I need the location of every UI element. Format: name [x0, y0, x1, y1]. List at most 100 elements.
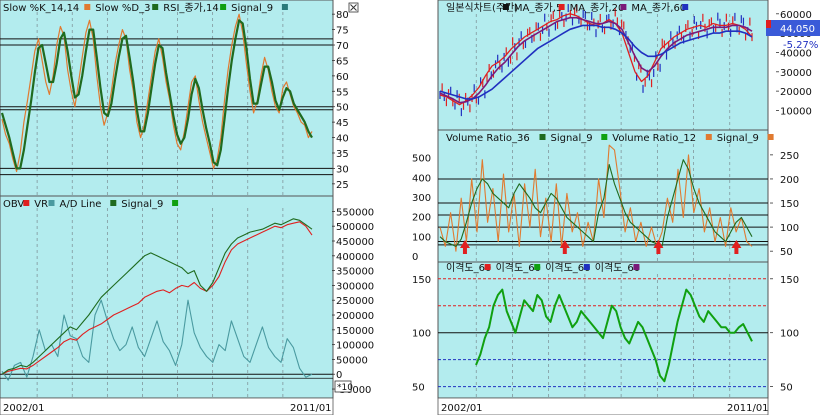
obv-grid	[0, 208, 333, 398]
legend-label: Signal_9	[551, 133, 593, 144]
volume-ratio-grid	[438, 144, 768, 262]
y-tick-label-left: 0	[412, 252, 418, 263]
legend-label: Slow %K_14,14	[3, 3, 79, 14]
legend-swatch	[23, 200, 30, 206]
series-line-1	[439, 16, 753, 104]
volume-ratio-panel[interactable]: Volume Ratio_36 Signal_9 Volume Ratio_12 Si…	[437, 129, 774, 263]
y-tick-label-left: 150	[412, 275, 431, 286]
legend-label: 이격도_60	[496, 261, 541, 274]
legend-label: A/D Line	[60, 199, 102, 210]
legend-label: Signal_9	[231, 3, 273, 14]
y-tick-label: 30000	[780, 68, 812, 79]
legend-swatch	[172, 200, 179, 206]
obv-legend: OBV VR A/D Line Signal_9	[3, 199, 179, 210]
y-tick-label-left: 50	[412, 383, 425, 394]
legend-label: MA_종가,20	[570, 2, 625, 14]
y-tick-label: 0	[336, 370, 342, 381]
last-price-badge: 44,050 -5.27%	[766, 20, 820, 51]
y-tick-label: 40000	[780, 48, 812, 59]
price-legend: 일본식차트(주간)MA_종가,5 MA_종가,20 MA_종가,60	[446, 2, 689, 14]
series-line-1	[1, 218, 313, 375]
y-tick-label: 60	[336, 72, 349, 83]
y-tick-label: 20000	[780, 87, 812, 98]
legend-swatch	[281, 4, 288, 10]
series-line-2	[439, 24, 753, 100]
y-tick-label: 450000	[336, 237, 374, 248]
y-tick-label-right: 150	[780, 199, 799, 210]
right-start-date: 2002/01	[441, 403, 483, 414]
y-tick-label: 40	[336, 134, 349, 145]
stochastic-y-axis: 80 75 70 65 60 55 50 45 40 35 30 25	[332, 10, 349, 191]
disparity-grid	[438, 274, 768, 398]
obv-y-axis: 5500005000004500004000003500003000002500…	[332, 207, 374, 396]
left-time-axis: 2002/01 2011/01	[0, 397, 334, 415]
legend-swatch	[539, 134, 546, 140]
legend-label: MA_종가,5	[514, 2, 562, 14]
obv-panel[interactable]: OBV VR A/D Line Signal_9	[0, 195, 334, 399]
legend-label: Signal_9	[717, 133, 759, 144]
legend-swatch	[682, 4, 689, 10]
y-tick-label-right: 100	[780, 329, 799, 340]
disparity-y-axis: 150 150 100 100 50 50	[412, 275, 799, 394]
legend-label: Volume Ratio_36	[446, 133, 530, 144]
legend-label: VR	[34, 199, 48, 210]
right-end-date: 2011/01	[727, 403, 769, 414]
y-tick-label: 35	[336, 149, 349, 160]
y-tick-label: 65	[336, 56, 349, 67]
series-line-1	[0, 19, 313, 170]
y-tick-label: 350000	[336, 267, 374, 278]
stochastic-grid	[0, 12, 333, 196]
buy-signal-arrow	[459, 240, 470, 254]
unit-box	[334, 380, 352, 393]
y-tick-label-left: 400	[412, 173, 431, 184]
price-panel[interactable]: 일본식차트(주간)MA_종가,5 MA_종가,20 MA_종가,60	[437, 0, 769, 131]
series-line-0	[439, 159, 753, 247]
legend-label: Slow %D_3	[95, 3, 150, 14]
left-start-date: 2002/01	[3, 403, 45, 414]
left-end-date: 2011/01	[290, 403, 332, 414]
y-tick-label: -50000	[336, 385, 371, 396]
legend-label: Signal_9	[121, 199, 163, 210]
disparity-panel[interactable]: 이격도_60 이격도_60 이격도_60 이격도_60	[437, 261, 769, 399]
y-tick-label: 25	[336, 180, 349, 191]
y-tick-label: 50000	[336, 355, 368, 366]
legend-label: 이격도_60	[595, 261, 640, 274]
y-tick-label: 150000	[336, 326, 374, 337]
y-tick-label: 300000	[336, 281, 374, 292]
series-line-0	[1, 221, 313, 375]
y-tick-label-left: 300	[412, 193, 431, 204]
stochastic-legend: Slow %K_14,14 Slow %D_3 RSI_종가,14 Signal_9	[3, 2, 288, 14]
legend-swatch	[705, 134, 712, 140]
stochastic-plot	[0, 13, 313, 173]
buy-signal-arrow	[653, 240, 664, 254]
legend-swatch	[220, 4, 227, 10]
y-tick-label-right: 200	[780, 175, 799, 186]
volume-ratio-plot	[439, 144, 753, 254]
legend-swatch	[110, 200, 117, 206]
y-tick-label: 75	[336, 26, 349, 37]
legend-swatch	[601, 134, 608, 140]
y-tick-label: 100000	[336, 341, 374, 352]
legend-swatch	[152, 4, 159, 10]
stochastic-panel[interactable]: Slow %K_14,14 Slow %D_3 RSI_종가,14 Signal_9	[0, 0, 334, 197]
y-tick-label: 80	[336, 10, 349, 21]
y-tick-label-right: 250	[780, 151, 799, 162]
obv-plot	[1, 218, 313, 381]
price-plot	[439, 4, 753, 117]
close-icon[interactable]	[348, 2, 359, 13]
legend-label: 이격도_60	[545, 261, 590, 274]
legend-swatch	[502, 4, 509, 10]
legend-label: MA_종가,60	[631, 2, 686, 14]
buy-signal-arrow	[731, 240, 742, 254]
y-tick-label-left: 100	[412, 232, 431, 243]
legend-label: OBV	[3, 199, 24, 210]
series-line-1	[439, 144, 753, 252]
unit-label: *10	[337, 383, 353, 393]
y-tick-label-left: 200	[412, 213, 431, 224]
disparity-legend: 이격도_60 이격도_60 이격도_60 이격도_60	[446, 261, 640, 274]
y-tick-label: 400000	[336, 252, 374, 263]
y-tick-label: 30	[336, 164, 349, 175]
legend-swatch	[583, 264, 590, 270]
y-tick-label-right: 50	[780, 383, 793, 394]
